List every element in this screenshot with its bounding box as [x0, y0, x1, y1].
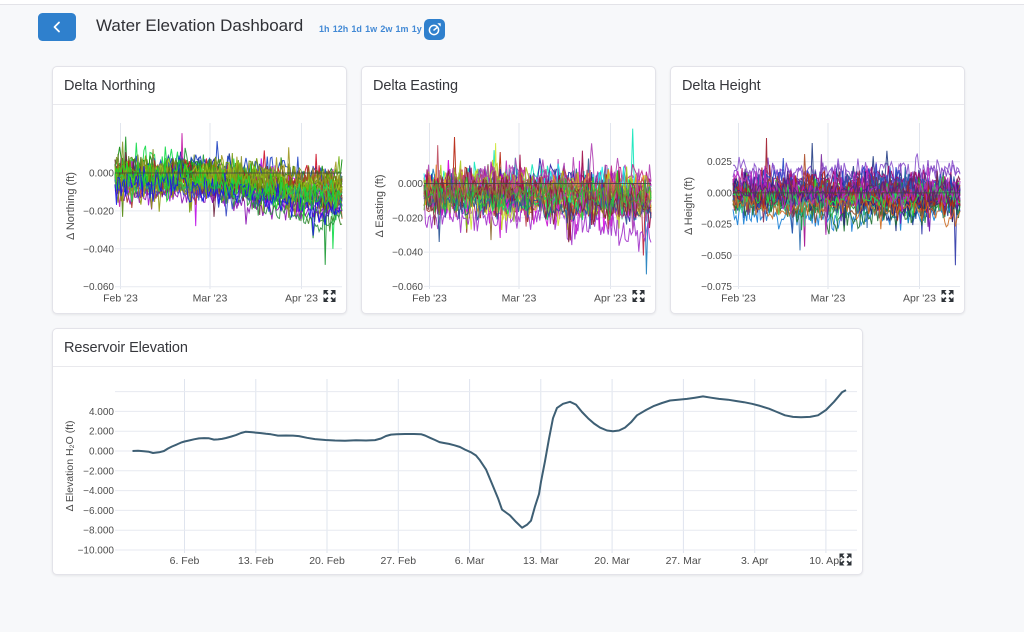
svg-text:−4.000: −4.000 — [83, 486, 114, 497]
svg-text:13. Feb: 13. Feb — [238, 555, 274, 567]
svg-text:0.000: 0.000 — [398, 179, 423, 190]
svg-text:−2.000: −2.000 — [83, 466, 114, 477]
svg-text:0.025: 0.025 — [707, 157, 732, 168]
svg-text:−0.050: −0.050 — [701, 251, 732, 262]
svg-text:Mar '23: Mar '23 — [502, 293, 537, 305]
svg-text:20. Feb: 20. Feb — [309, 555, 345, 567]
svg-text:−0.075: −0.075 — [701, 282, 732, 293]
svg-text:−0.020: −0.020 — [83, 206, 114, 217]
svg-text:Apr '23: Apr '23 — [594, 293, 627, 305]
svg-text:27. Feb: 27. Feb — [380, 555, 416, 567]
svg-text:6. Feb: 6. Feb — [170, 555, 200, 567]
svg-text:−6.000: −6.000 — [83, 506, 114, 517]
svg-text:Apr '23: Apr '23 — [903, 293, 936, 305]
svg-text:Feb '23: Feb '23 — [721, 293, 756, 305]
svg-text:0.000: 0.000 — [89, 447, 114, 458]
svg-text:−0.060: −0.060 — [83, 282, 114, 293]
svg-text:Feb '23: Feb '23 — [103, 293, 138, 305]
svg-text:−8.000: −8.000 — [83, 526, 114, 537]
svg-text:−0.020: −0.020 — [392, 213, 423, 224]
svg-text:−0.060: −0.060 — [392, 282, 423, 293]
svg-text:−0.025: −0.025 — [701, 220, 732, 231]
svg-text:−0.040: −0.040 — [83, 244, 114, 255]
svg-text:Δ Elevation H₂O (ft): Δ Elevation H₂O (ft) — [64, 420, 76, 511]
svg-text:Mar '23: Mar '23 — [193, 293, 228, 305]
svg-text:0.000: 0.000 — [89, 169, 114, 180]
svg-text:4.000: 4.000 — [89, 407, 114, 418]
svg-text:Δ Easting (ft): Δ Easting (ft) — [374, 175, 386, 238]
svg-text:13. Mar: 13. Mar — [523, 555, 559, 567]
svg-text:Δ Northing (ft): Δ Northing (ft) — [65, 172, 77, 240]
svg-text:Mar '23: Mar '23 — [811, 293, 846, 305]
svg-text:20. Mar: 20. Mar — [594, 555, 630, 567]
svg-text:0.000: 0.000 — [707, 188, 732, 199]
svg-text:Apr '23: Apr '23 — [285, 293, 318, 305]
svg-text:−0.040: −0.040 — [392, 248, 423, 259]
svg-text:Δ Height (ft): Δ Height (ft) — [683, 177, 695, 235]
svg-text:6. Mar: 6. Mar — [455, 555, 485, 567]
svg-text:Feb '23: Feb '23 — [412, 293, 447, 305]
svg-text:10. Apr: 10. Apr — [809, 555, 843, 567]
svg-text:27. Mar: 27. Mar — [666, 555, 702, 567]
svg-text:2.000: 2.000 — [89, 427, 114, 438]
svg-text:−10.000: −10.000 — [78, 546, 115, 557]
svg-text:3. Apr: 3. Apr — [741, 555, 769, 567]
